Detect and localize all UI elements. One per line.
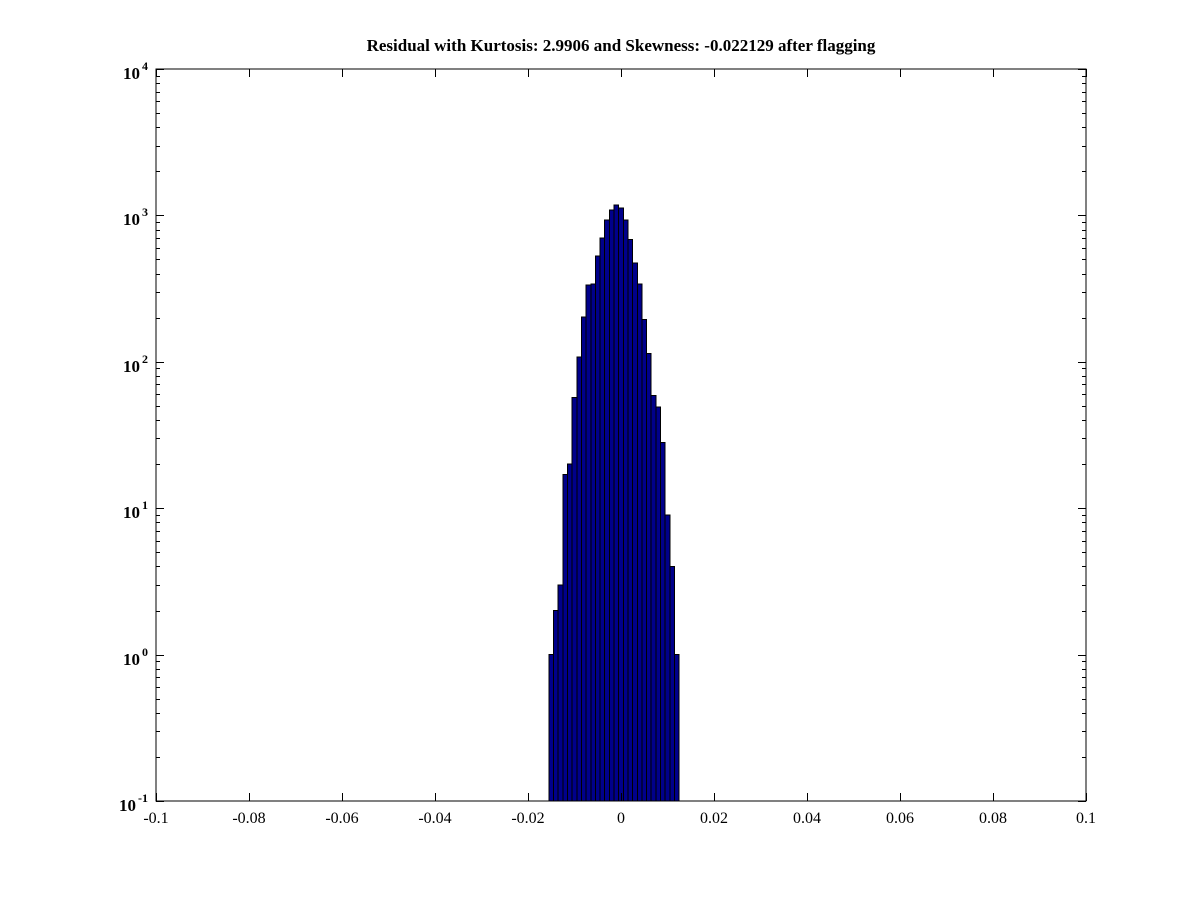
histogram-bar bbox=[604, 219, 610, 802]
histogram-bar bbox=[646, 352, 652, 802]
y-tick-exponent: -1 bbox=[138, 791, 148, 805]
y-tick-base: 10 bbox=[123, 356, 140, 376]
y-tick-base: 10 bbox=[123, 503, 140, 523]
histogram-bar bbox=[608, 209, 615, 802]
histogram-bar bbox=[590, 283, 596, 802]
histogram-bar bbox=[636, 283, 643, 802]
y-tick-label: 10 3 bbox=[48, 206, 148, 228]
x-tick-label: -0.02 bbox=[511, 810, 545, 827]
histogram-bar bbox=[632, 262, 638, 802]
histogram-bar bbox=[641, 319, 648, 802]
y-tick-exponent: 2 bbox=[142, 351, 148, 366]
x-tick-label: 0.1 bbox=[1076, 810, 1096, 827]
x-tick-label: -0.1 bbox=[143, 810, 169, 827]
histogram-bar bbox=[622, 219, 629, 802]
chart-title: Residual with Kurtosis: 2.9906 and Skewn… bbox=[366, 36, 876, 55]
y-tick-base: 10 bbox=[123, 210, 140, 230]
y-tick-base: 10 bbox=[123, 649, 140, 669]
histogram-bar bbox=[585, 284, 592, 802]
x-tick-label: 0.06 bbox=[886, 810, 914, 827]
histogram-bar bbox=[553, 610, 559, 802]
histogram-bar bbox=[613, 204, 620, 802]
x-tick-label: -0.08 bbox=[232, 810, 266, 827]
histogram-bar bbox=[576, 356, 582, 802]
histogram-bar bbox=[660, 442, 666, 802]
histogram-bar bbox=[557, 584, 564, 802]
x-tick-label: 0.08 bbox=[979, 810, 1007, 827]
histogram-bar bbox=[627, 239, 634, 802]
y-tick-exponent: 4 bbox=[142, 59, 148, 73]
y-tick-label: 10 -1 bbox=[48, 792, 148, 814]
histogram-bar bbox=[669, 565, 675, 802]
y-tick-base: 10 bbox=[119, 796, 136, 815]
y-tick-base: 10 bbox=[123, 64, 140, 83]
y-tick-label: 10 2 bbox=[48, 353, 148, 375]
histogram-bar bbox=[580, 316, 587, 802]
x-tick-label: -0.04 bbox=[418, 810, 452, 827]
y-tick-label: 10 4 bbox=[48, 60, 148, 82]
histogram-bar bbox=[548, 654, 555, 802]
histogram-bar bbox=[599, 237, 606, 802]
histogram-bar bbox=[562, 473, 569, 802]
histogram-bar bbox=[655, 406, 662, 802]
y-tick-label: 10 0 bbox=[48, 646, 148, 668]
histogram-bar bbox=[664, 514, 671, 802]
y-tick-label: 10 1 bbox=[48, 499, 148, 521]
y-tick-exponent: 0 bbox=[142, 644, 148, 659]
x-tick-label: -0.06 bbox=[325, 810, 359, 827]
y-tick-exponent: 3 bbox=[142, 205, 148, 220]
histogram-bar bbox=[673, 654, 680, 802]
histogram-bar bbox=[567, 463, 573, 802]
histogram-bar bbox=[594, 255, 601, 802]
histogram-bar bbox=[650, 394, 657, 802]
histogram-bar bbox=[571, 397, 578, 802]
x-tick-label: 0.02 bbox=[700, 810, 728, 827]
histogram-bar bbox=[618, 207, 624, 802]
y-tick-exponent: 1 bbox=[142, 498, 148, 513]
x-tick-label: 0 bbox=[617, 810, 625, 827]
x-tick-label: 0.04 bbox=[793, 810, 821, 827]
